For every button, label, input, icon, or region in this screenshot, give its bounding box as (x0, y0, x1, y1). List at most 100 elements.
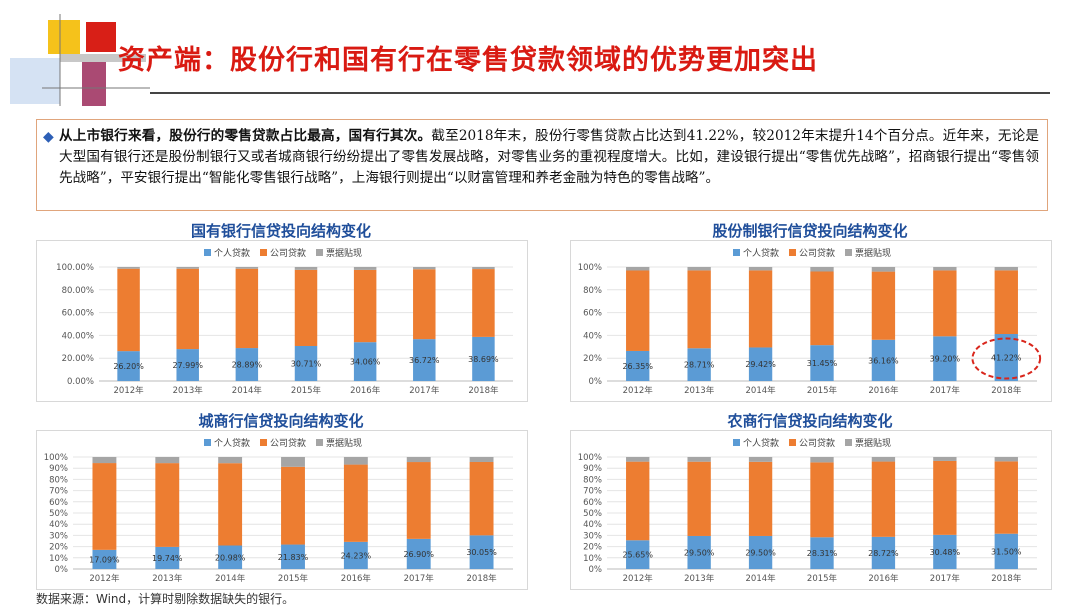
legend-swatch-2 (845, 249, 852, 256)
bar-segment-2-4 (353, 267, 377, 270)
legend-label-2: 票据贴现 (855, 247, 891, 259)
legend-label-0: 个人贷款 (214, 437, 250, 449)
bar-segment-2-4 (871, 267, 896, 272)
bar-segment-2-6 (469, 457, 494, 462)
data-label: 21.83% (278, 553, 309, 562)
bar-segment-1-0 (626, 270, 650, 351)
decorative-squares (10, 14, 150, 106)
bar-segment-2-1 (155, 457, 180, 464)
legend-swatch-1 (260, 439, 267, 446)
bar-segment-2-6 (994, 457, 1018, 462)
legend-swatch-1 (260, 249, 267, 256)
x-tick-label: 2013年 (152, 573, 183, 584)
data-label: 29.50% (745, 548, 776, 557)
x-tick-label: 2017年 (930, 573, 961, 584)
bar-segment-1-4 (353, 269, 377, 343)
bar-segment-2-0 (92, 457, 117, 464)
y-tick-label: 50% (583, 509, 602, 519)
summary-body: 截至2018年末，股份行零售贷款占比达到41.22%，较2012年末提升14个百… (59, 128, 1040, 186)
data-label: 25.65% (622, 551, 653, 560)
bar-segment-1-6 (994, 461, 1018, 534)
data-label: 26.35% (622, 362, 653, 371)
y-tick-label: 20% (583, 543, 602, 553)
bar-segment-0-0 (117, 351, 140, 381)
bar-segment-2-0 (626, 457, 650, 462)
diamond-bullet-icon: ◆ (43, 129, 54, 145)
legend-swatch-0 (733, 249, 740, 256)
chart-title-joint-stock-banks: 股份制银行信贷投向结构变化 (712, 222, 908, 240)
bar-segment-1-5 (413, 269, 436, 340)
bar-segment-0-0 (626, 350, 650, 381)
bar-segment-0-4 (353, 342, 377, 381)
bar-segment-1-2 (748, 461, 773, 536)
summary-box: ◆ 从上市银行来看，股份行的零售贷款占比最高，国有行其次。截至2018年末，股份… (36, 119, 1048, 211)
x-tick-label: 2013年 (684, 573, 715, 584)
bar-segment-0-3 (810, 345, 834, 381)
legend-label-2: 票据贴现 (326, 247, 362, 259)
chart-title-city-banks: 城商行信贷投向结构变化 (198, 412, 364, 430)
data-label: 19.74% (152, 554, 183, 563)
bar-segment-2-5 (933, 267, 957, 271)
legend-swatch-0 (733, 439, 740, 446)
x-tick-label: 2017年 (930, 385, 961, 396)
data-label: 27.99% (172, 361, 203, 370)
bar-segment-1-2 (235, 268, 259, 349)
deco-purple-stripes (82, 62, 106, 106)
x-tick-label: 2013年 (173, 385, 204, 396)
legend-label-1: 公司贷款 (799, 247, 835, 259)
bar-segment-2-0 (117, 267, 140, 269)
bar-segment-1-3 (281, 466, 305, 545)
legend-label-1: 公司贷款 (799, 437, 835, 449)
bar-segment-1-2 (748, 270, 773, 348)
x-tick-label: 2012年 (623, 573, 654, 584)
y-tick-label: 90% (49, 464, 68, 474)
bar-segment-0-2 (235, 348, 259, 381)
y-tick-label: 40% (583, 520, 602, 530)
y-tick-label: 80.00% (62, 286, 94, 296)
chart-title-rural-banks: 农商行信贷投向结构变化 (727, 412, 893, 430)
y-tick-label: 100% (578, 263, 602, 273)
data-label: 24.23% (341, 551, 372, 560)
y-tick-label: 20% (583, 354, 602, 364)
bar-segment-0-4 (871, 536, 896, 569)
legend-swatch-2 (316, 439, 323, 446)
y-tick-label: 90% (583, 464, 602, 474)
x-tick-label: 2017年 (404, 573, 435, 584)
y-tick-label: 80% (583, 286, 602, 296)
y-tick-label: 40% (49, 520, 68, 530)
bar-segment-1-5 (933, 270, 957, 337)
legend-swatch-0 (204, 439, 211, 446)
y-tick-label: 80% (583, 475, 602, 485)
legend-label-1: 公司贷款 (270, 247, 306, 259)
x-tick-label: 2015年 (807, 573, 838, 584)
summary-lead: 从上市银行来看，股份行的零售贷款占比最高，国有行其次。 (59, 128, 432, 144)
y-tick-label: 60% (583, 309, 602, 319)
bar-segment-1-3 (294, 269, 318, 346)
x-tick-label: 2018年 (991, 385, 1022, 396)
y-tick-label: 40.00% (62, 331, 94, 341)
bar-segment-1-4 (871, 271, 896, 340)
bar-segment-0-5 (933, 534, 957, 569)
x-tick-label: 2016年 (868, 573, 899, 584)
y-tick-label: 0.00% (67, 377, 94, 387)
bar-segment-1-6 (469, 461, 494, 536)
y-tick-label: 60% (49, 498, 68, 508)
bar-segment-0-1 (155, 546, 180, 569)
chart-joint-stock-banks: 个人贷款 公司贷款 票据贴现 0% 20% 40% 60% 80% 100% 26.35% 2012… (570, 240, 1052, 402)
y-tick-label: 0% (589, 565, 603, 575)
data-label: 30.71% (291, 359, 322, 368)
bar-segment-1-1 (155, 463, 180, 547)
y-tick-label: 30% (583, 531, 602, 541)
bar-segment-1-6 (472, 269, 495, 337)
data-label: 26.90% (403, 550, 434, 559)
x-tick-label: 2017年 (409, 385, 440, 396)
x-tick-label: 2018年 (468, 385, 499, 396)
bar-segment-1-0 (626, 461, 650, 541)
data-source-note: 数据来源：Wind，计算时剔除数据缺失的银行。 (36, 592, 295, 606)
bar-segment-0-2 (748, 347, 773, 381)
legend-label-0: 个人贷款 (214, 247, 250, 259)
legend-label-2: 票据贴现 (326, 437, 362, 449)
legend-label-0: 个人贷款 (743, 247, 779, 259)
data-label: 28.71% (684, 361, 715, 370)
data-label: 34.06% (350, 358, 381, 367)
